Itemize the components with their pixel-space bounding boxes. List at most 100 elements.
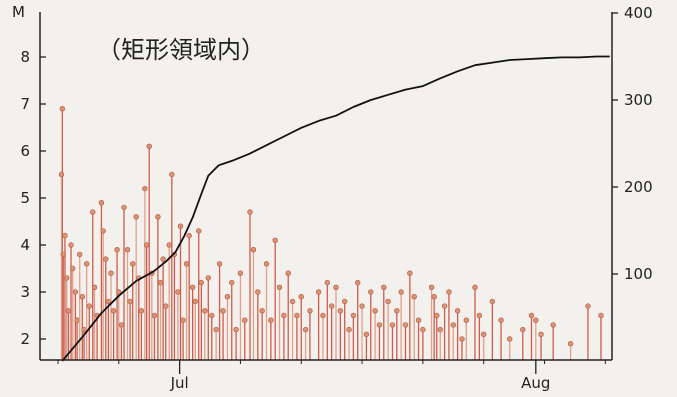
magnitude-point xyxy=(114,247,120,253)
magnitude-point xyxy=(175,289,181,295)
magnitude-point xyxy=(289,298,296,305)
left-axis-tick-label: 3 xyxy=(20,283,30,301)
magnitude-point xyxy=(472,284,478,290)
magnitude-point xyxy=(72,289,79,295)
magnitude-point xyxy=(169,171,175,178)
magnitude-point xyxy=(133,214,139,220)
magnitude-point xyxy=(157,279,164,286)
magnitude-point xyxy=(476,312,483,319)
magnitude-point xyxy=(77,251,83,258)
magnitude-point xyxy=(328,303,335,309)
magnitude-point xyxy=(454,308,461,314)
magnitude-point xyxy=(146,143,152,150)
magnitude-point xyxy=(183,261,190,267)
magnitude-point xyxy=(192,298,198,305)
magnitude-point xyxy=(368,289,374,295)
magnitude-point xyxy=(420,326,426,333)
magnitude-point xyxy=(91,284,98,290)
magnitude-point xyxy=(402,322,409,328)
right-axis-tick-label: 100 xyxy=(624,265,653,283)
magnitude-point xyxy=(65,308,72,314)
magnitude-point xyxy=(124,247,131,253)
magnitude-point xyxy=(63,275,70,281)
magnitude-point xyxy=(315,289,322,295)
magnitude-point xyxy=(376,322,383,328)
magnitude-point xyxy=(216,261,223,267)
magnitude-point xyxy=(62,232,68,239)
magnitude-point xyxy=(320,312,326,319)
magnitude-point xyxy=(242,317,248,323)
magnitude-point xyxy=(205,275,211,281)
magnitude-point xyxy=(180,317,186,323)
magnitude-point xyxy=(441,303,448,309)
magnitude-point xyxy=(213,326,219,333)
left-axis-tick-label: 8 xyxy=(20,48,30,66)
magnitude-point xyxy=(437,326,443,333)
magnitude-point xyxy=(285,270,291,276)
magnitude-point xyxy=(74,317,80,323)
magnitude-point xyxy=(209,312,215,319)
magnitude-point xyxy=(489,298,496,305)
magnitude-point xyxy=(229,279,235,286)
magnitude-point xyxy=(407,270,413,276)
left-axis-tick-label: 7 xyxy=(20,95,30,113)
magnitude-point xyxy=(198,279,205,286)
magnitude-point xyxy=(372,308,378,314)
magnitude-point xyxy=(337,308,344,314)
magnitude-point xyxy=(268,317,274,323)
magnitude-point xyxy=(166,242,172,248)
magnitude-point xyxy=(151,312,158,319)
magnitude-point xyxy=(381,284,387,290)
magnitude-point xyxy=(220,308,226,314)
magnitude-point xyxy=(550,322,556,328)
x-axis-month-label: Jul xyxy=(170,374,189,392)
magnitude-point xyxy=(59,105,66,112)
magnitude-point xyxy=(389,322,396,328)
magnitude-point xyxy=(394,308,400,314)
magnitude-point xyxy=(415,317,422,323)
magnitude-point xyxy=(81,326,87,333)
magnitude-point xyxy=(434,312,440,319)
magnitude-point xyxy=(324,279,331,286)
magnitude-point xyxy=(108,270,114,276)
magnitude-point xyxy=(90,209,96,215)
magnitude-stems xyxy=(58,105,604,360)
magnitude-point xyxy=(520,326,526,333)
magnitude-point xyxy=(118,322,125,328)
left-axis-tick-label: 6 xyxy=(20,142,30,160)
magnitude-point xyxy=(60,251,66,258)
magnitude-point xyxy=(341,298,348,305)
magnitude-point xyxy=(138,308,145,314)
magnitude-point xyxy=(98,200,105,206)
magnitude-point xyxy=(355,279,361,286)
magnitude-point xyxy=(70,265,76,272)
magnitude-point xyxy=(459,336,465,342)
magnitude-point xyxy=(585,303,591,309)
magnitude-point xyxy=(498,317,504,323)
magnitude-point xyxy=(116,289,122,295)
magnitude-point xyxy=(142,185,148,192)
magnitude-point xyxy=(186,232,192,239)
magnitude-point xyxy=(533,317,539,323)
magnitude-point xyxy=(398,289,404,295)
magnitude-point xyxy=(143,242,150,248)
magnitude-point xyxy=(363,331,370,337)
magnitude-point xyxy=(163,303,169,309)
magnitude-point xyxy=(385,298,391,305)
magnitude-point xyxy=(480,331,487,337)
chart-title: （矩形領域内） xyxy=(97,36,265,64)
magnitude-point xyxy=(233,326,239,333)
magnitude-point xyxy=(463,317,470,323)
right-axis-tick-label: 200 xyxy=(624,178,653,196)
magnitude-point xyxy=(100,228,106,234)
magnitude-point xyxy=(83,261,90,267)
magnitude-point xyxy=(130,261,136,267)
right-axis-tick-label: 300 xyxy=(624,91,653,109)
left-axis-tick-label: 2 xyxy=(20,330,30,348)
magnitude-point xyxy=(189,284,196,290)
magnitude-point xyxy=(79,294,86,300)
magnitude-point xyxy=(224,294,231,300)
magnitude-point xyxy=(68,242,74,248)
